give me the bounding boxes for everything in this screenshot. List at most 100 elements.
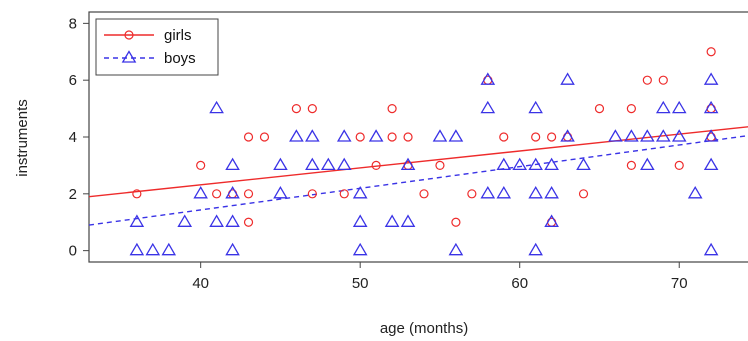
boys-point	[352, 186, 368, 199]
girls-point	[499, 132, 509, 142]
y-tick-label: 4	[69, 129, 77, 146]
girls-point	[243, 189, 254, 199]
girls-point	[467, 189, 477, 199]
girls-point	[626, 160, 636, 171]
boys-point	[400, 157, 416, 171]
boys-point	[624, 129, 639, 142]
girls-point	[531, 132, 541, 142]
girls-point	[371, 160, 381, 171]
boys-point	[655, 129, 671, 142]
girls-point	[642, 75, 652, 85]
boys-point	[193, 186, 208, 199]
x-tick-label: 50	[352, 275, 369, 292]
girls-point	[355, 132, 365, 142]
girls-point	[339, 189, 349, 199]
boys-point	[448, 242, 464, 256]
boys-trend-line	[88, 134, 748, 226]
girls-point	[578, 189, 589, 199]
boys-point	[480, 72, 496, 85]
boys-point	[305, 129, 320, 142]
girls-point	[706, 47, 716, 57]
boys-point	[687, 186, 703, 199]
data-points	[129, 47, 719, 256]
girls-point	[243, 132, 254, 142]
boys-point	[528, 157, 543, 171]
boys-point	[655, 100, 671, 114]
boys-point	[225, 242, 240, 256]
boys-point	[336, 157, 352, 171]
boys-point	[544, 214, 559, 227]
boys-point	[480, 100, 496, 114]
boys-point	[352, 242, 368, 256]
legend-box	[95, 18, 219, 76]
boys-point	[671, 100, 687, 114]
girls-point	[387, 103, 397, 114]
x-axis: 40 50 60 70	[192, 262, 688, 292]
boys-point	[608, 129, 623, 142]
boys-point	[703, 242, 719, 256]
girls-point	[387, 132, 397, 142]
boys-point	[225, 186, 240, 199]
boys-point	[560, 72, 575, 85]
boys-point	[320, 157, 336, 171]
x-axis-title: age (months)	[380, 320, 468, 337]
boys-point	[209, 100, 224, 114]
boys-point	[177, 214, 193, 227]
boys-point	[703, 100, 719, 114]
girls-point	[435, 160, 445, 171]
girls-point	[626, 103, 636, 114]
boys-point	[703, 72, 719, 85]
y-axis: 0 2 4 6 8	[69, 15, 89, 260]
y-tick-label: 2	[69, 186, 77, 203]
boys-point	[336, 129, 352, 142]
boys-point	[209, 214, 224, 227]
girls-point	[196, 160, 206, 171]
boys-point	[640, 157, 655, 171]
legend: girls boys	[95, 18, 219, 76]
girls-point	[212, 189, 222, 199]
girls-point	[403, 132, 413, 142]
boys-point	[400, 214, 416, 227]
boys-legend-label: boys	[164, 50, 196, 67]
boys-point	[496, 186, 512, 199]
boys-point	[640, 129, 655, 142]
girls-point	[547, 132, 557, 142]
boys-point	[671, 129, 687, 142]
y-axis-title: instruments	[14, 99, 31, 177]
boys-point	[368, 129, 384, 142]
girls-point	[419, 189, 429, 199]
girls-point	[307, 189, 317, 199]
boys-point	[289, 129, 304, 142]
boys-point	[161, 242, 177, 256]
girls-point	[594, 103, 605, 114]
boys-point	[703, 129, 719, 142]
girls-point	[132, 189, 142, 199]
boys-point	[273, 186, 288, 199]
boys-legend-marker	[121, 50, 137, 63]
girls-point	[307, 103, 317, 114]
girls-legend-marker	[124, 30, 134, 40]
boys-point	[703, 157, 719, 171]
girls-legend-label: girls	[164, 27, 192, 44]
boys-point	[432, 129, 448, 142]
boys-point	[448, 129, 464, 142]
boys-point	[480, 186, 496, 199]
boys-point	[225, 214, 240, 227]
boys-point	[576, 157, 591, 171]
boys-point	[384, 214, 400, 227]
boys-point	[129, 242, 145, 256]
boys-point	[145, 242, 161, 256]
boys-point	[560, 129, 575, 142]
y-tick-label: 0	[69, 243, 77, 260]
x-tick-label: 60	[511, 275, 528, 292]
boys-point	[273, 157, 288, 171]
boys-point	[528, 242, 543, 256]
x-tick-label: 40	[192, 275, 209, 292]
girls-point	[291, 103, 301, 114]
boys-point	[512, 157, 528, 171]
y-tick-label: 6	[69, 72, 77, 89]
boys-point	[496, 157, 512, 171]
trend-lines	[88, 126, 748, 226]
girls-point	[243, 217, 254, 227]
